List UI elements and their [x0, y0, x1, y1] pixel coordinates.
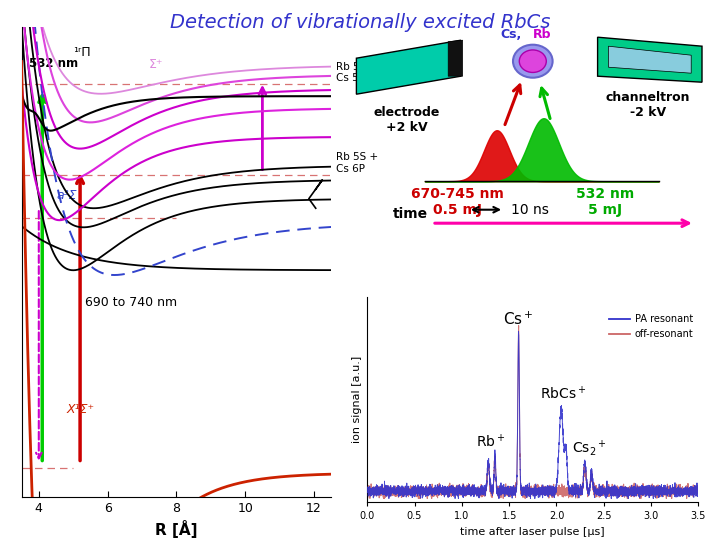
Text: channeltron
-2 kV: channeltron -2 kV: [606, 91, 690, 119]
Polygon shape: [356, 40, 461, 94]
Text: Rb: Rb: [533, 28, 552, 40]
Y-axis label: ion signal [a.u.]: ion signal [a.u.]: [351, 356, 361, 443]
Text: 532 nm
5 mJ: 532 nm 5 mJ: [576, 187, 634, 218]
Text: Detection of vibrationally excited RbCs: Detection of vibrationally excited RbCs: [170, 14, 550, 32]
Text: Cs$_2$$^+$: Cs$_2$$^+$: [572, 438, 607, 458]
Polygon shape: [608, 46, 691, 73]
Text: 532 nm: 532 nm: [30, 57, 78, 70]
Ellipse shape: [513, 45, 552, 78]
Text: Rb$^+$: Rb$^+$: [477, 433, 506, 450]
X-axis label: time after laser pulse [μs]: time after laser pulse [μs]: [461, 527, 605, 537]
Text: ¹ʳΠ: ¹ʳΠ: [73, 45, 91, 59]
Polygon shape: [598, 37, 702, 82]
Text: 670-745 nm
0.5 mJ: 670-745 nm 0.5 mJ: [411, 187, 503, 218]
Text: a³Σ: a³Σ: [56, 188, 76, 202]
Text: off-resonant: off-resonant: [635, 329, 694, 339]
Polygon shape: [448, 40, 462, 76]
Text: Rb 5S +
Cs 6P: Rb 5S + Cs 6P: [336, 152, 379, 174]
Text: time: time: [393, 207, 428, 221]
Ellipse shape: [519, 50, 546, 72]
Text: 690 to 740 nm: 690 to 740 nm: [85, 296, 177, 309]
Text: Σ⁺: Σ⁺: [149, 58, 163, 71]
Text: RbCs$^+$: RbCs$^+$: [540, 385, 586, 402]
X-axis label: R [Å]: R [Å]: [155, 520, 198, 538]
Text: electrode
+2 kV: electrode +2 kV: [374, 106, 440, 134]
Text: Cs$^+$: Cs$^+$: [503, 311, 534, 328]
Text: Rb 5S +
Cs 5D: Rb 5S + Cs 5D: [336, 62, 379, 83]
Text: 10 ns: 10 ns: [511, 202, 549, 217]
Text: Cs,: Cs,: [500, 28, 522, 40]
Text: PA resonant: PA resonant: [635, 314, 693, 324]
Text: X¹Σ⁺: X¹Σ⁺: [66, 403, 94, 416]
